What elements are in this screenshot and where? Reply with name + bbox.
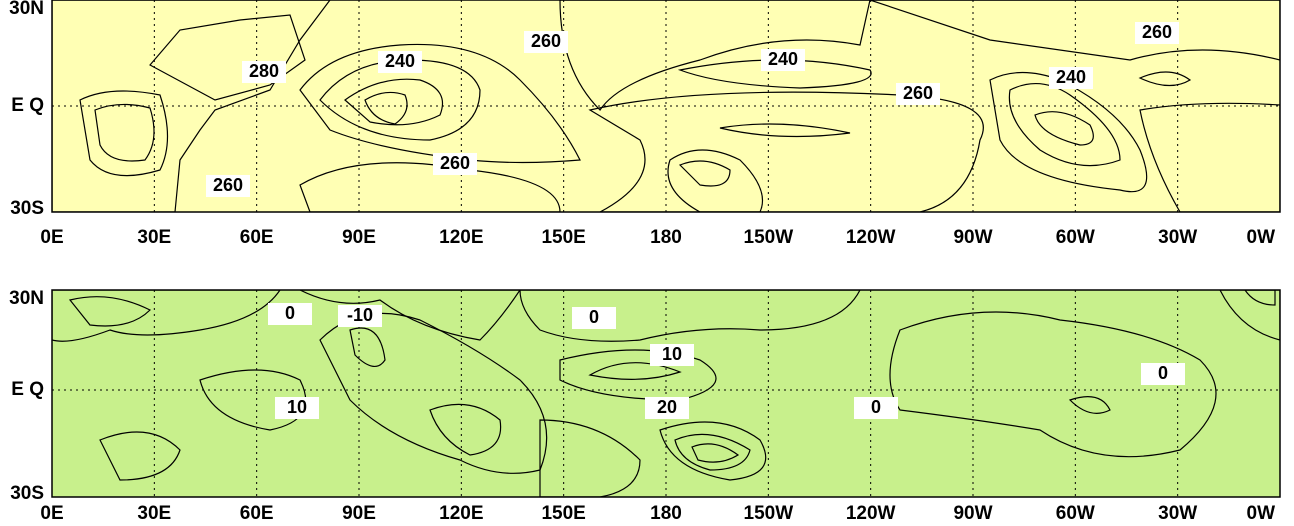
- x-tick-label: 0E: [40, 227, 63, 248]
- x-tick-label: 180: [650, 503, 682, 524]
- contour-label: 240: [768, 49, 798, 69]
- contour-label-bg: [433, 153, 477, 175]
- x-tick-label: 60E: [240, 227, 274, 248]
- contour-label: 0: [871, 397, 881, 417]
- contour-label-bg: [338, 305, 382, 327]
- contour-label-bg: [650, 344, 694, 366]
- contour-label-bg: [275, 397, 319, 419]
- x-tick-label: 0E: [40, 503, 63, 524]
- x-tick-label: 150E: [541, 227, 585, 248]
- contour-label: 0: [589, 307, 599, 327]
- contour-label: 20: [657, 397, 677, 417]
- x-tick-label: 120E: [439, 503, 483, 524]
- contour-label: 240: [385, 51, 415, 71]
- contour-label: 0: [285, 303, 295, 323]
- contour-label-bg: [1141, 363, 1185, 385]
- x-tick-label: 30W: [1158, 227, 1197, 248]
- y-tick-label: 30S: [10, 483, 44, 504]
- y-tick-label: E Q: [11, 95, 44, 116]
- contour-label-bg: [524, 31, 568, 53]
- x-tick-label: 30E: [137, 227, 171, 248]
- contour-label: 0: [1158, 363, 1168, 383]
- contour-label: -10: [347, 305, 373, 325]
- contour-label-bg: [854, 397, 898, 419]
- contour-label-bg: [572, 307, 616, 329]
- contour-label-bg: [378, 51, 422, 73]
- contour-label: 260: [531, 31, 561, 51]
- contour-label: 260: [903, 83, 933, 103]
- x-tick-label: 30E: [137, 503, 171, 524]
- contour-label-bg: [1049, 67, 1093, 89]
- x-tick-label: 90W: [953, 227, 992, 248]
- y-tick-label: 30N: [9, 0, 44, 19]
- contour-label-bg: [896, 83, 940, 105]
- contour-label-bg: [242, 61, 286, 83]
- y-tick-label: 30N: [9, 288, 44, 309]
- x-tick-label: 60W: [1056, 227, 1095, 248]
- contour-label: 10: [662, 344, 682, 364]
- contour-label: 10: [287, 397, 307, 417]
- x-tick-label: 150W: [744, 503, 794, 524]
- contour-label-bg: [761, 49, 805, 71]
- x-tick-label: 180: [650, 227, 682, 248]
- contour-label-bg: [206, 175, 250, 197]
- x-tick-label: 60W: [1056, 503, 1095, 524]
- x-tick-label: 90E: [342, 503, 376, 524]
- x-tick-label: 60E: [240, 503, 274, 524]
- contour-label: 280: [249, 61, 279, 81]
- x-tick-label: 120W: [846, 227, 896, 248]
- contour-label: 260: [1142, 22, 1172, 42]
- x-tick-label: 90W: [953, 503, 992, 524]
- x-tick-label: 120E: [439, 227, 483, 248]
- x-tick-label: 150E: [541, 503, 585, 524]
- y-tick-label: 30S: [10, 198, 44, 219]
- contour-label: 260: [440, 153, 470, 173]
- x-tick-label: 90E: [342, 227, 376, 248]
- x-tick-label: 30W: [1158, 503, 1197, 524]
- contour-label: 240: [1056, 67, 1086, 87]
- contour-label: 260: [213, 175, 243, 195]
- contour-label-bg: [645, 397, 689, 419]
- contour-label-bg: [268, 303, 312, 325]
- x-tick-label: 120W: [846, 503, 896, 524]
- x-tick-label: 150W: [744, 227, 794, 248]
- y-tick-label: E Q: [11, 379, 44, 400]
- x-tick-label: 0W: [1247, 227, 1276, 248]
- contour-label-bg: [1135, 22, 1179, 44]
- x-tick-label: 0W: [1247, 503, 1276, 524]
